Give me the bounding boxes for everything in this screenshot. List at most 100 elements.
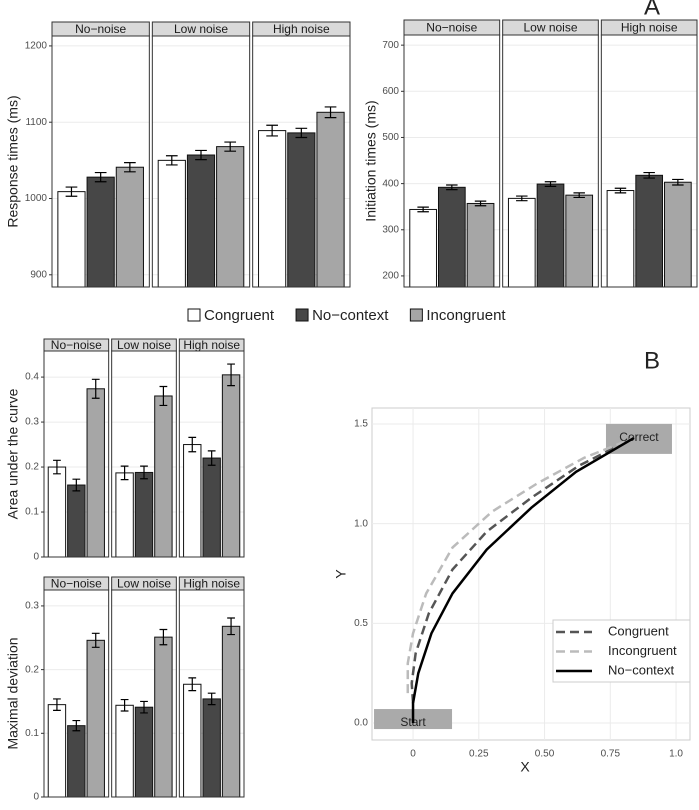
x-tick-label: 0.25 — [469, 749, 489, 760]
error-bar — [324, 106, 337, 119]
error-bar — [295, 127, 308, 139]
plot-area — [371, 407, 691, 741]
error-bar — [65, 186, 78, 197]
bar — [565, 194, 594, 288]
error-bar — [446, 184, 458, 191]
y-axis-title: Area under the curve — [5, 388, 21, 519]
error-bar — [195, 149, 207, 161]
error-bar — [573, 192, 585, 199]
trajectory — [411, 436, 635, 724]
facet-label: Low noise — [117, 338, 171, 352]
y-tick-label: 0.3 — [25, 601, 39, 612]
bar — [183, 444, 202, 558]
facet-label: Low noise — [523, 21, 577, 35]
error-bar — [516, 195, 528, 202]
bar — [67, 484, 86, 558]
bar — [86, 639, 105, 798]
x-axis-title: X — [520, 759, 530, 775]
panel-border — [151, 35, 251, 288]
error-bar — [544, 181, 557, 187]
y-tick-label: 1.0 — [354, 518, 368, 529]
bar — [437, 186, 466, 288]
bar — [606, 190, 635, 288]
legend-label: No−context — [312, 307, 389, 324]
y-tick-label: 0 — [33, 552, 39, 563]
trajectory — [406, 436, 635, 694]
error-bar — [159, 628, 168, 646]
panel-label: A — [644, 0, 660, 20]
legend-label: Congruent — [204, 307, 275, 324]
panel-border — [502, 34, 599, 288]
error-bar — [120, 698, 129, 712]
bar — [202, 457, 221, 558]
y-tick-label: 1100 — [25, 117, 47, 128]
error-bar — [188, 677, 197, 692]
error-bar — [159, 385, 168, 407]
facet-label: Low noise — [117, 577, 171, 591]
y-tick-label: 500 — [382, 132, 399, 143]
y-tick-label: 0.5 — [354, 618, 368, 629]
facet-label: High noise — [621, 21, 678, 35]
error-bar — [188, 436, 197, 453]
error-bar — [614, 187, 627, 194]
error-bar — [417, 206, 429, 213]
panel-border — [178, 589, 245, 798]
y-tick-label: 0.1 — [25, 728, 39, 739]
error-bar — [227, 363, 235, 387]
bar — [134, 471, 154, 558]
y-tick-label: 300 — [382, 224, 399, 235]
x-tick-label: 0.50 — [535, 749, 555, 760]
panel-border — [178, 350, 245, 558]
bar — [221, 625, 241, 798]
bar — [316, 111, 345, 288]
bar — [258, 130, 287, 288]
y-tick-label: 0 — [33, 792, 39, 803]
y-axis-title: Initiation times (ms) — [363, 100, 379, 221]
x-tick-label: 0 — [410, 749, 416, 760]
bar — [47, 466, 67, 558]
bar — [86, 388, 105, 558]
legend-label: Incongruent — [426, 307, 506, 324]
error-bar — [140, 700, 148, 714]
y-axis-title: Maximal deviation — [5, 637, 21, 749]
error-bar — [227, 617, 235, 636]
panel-border — [111, 589, 177, 798]
bar — [536, 183, 565, 288]
error-bar — [266, 124, 278, 137]
facet-label: No−noise — [51, 577, 102, 591]
y-tick-label: 0.2 — [25, 462, 39, 473]
error-bar — [91, 378, 100, 399]
error-bar — [124, 162, 136, 173]
y-tick-label: 400 — [382, 178, 399, 189]
bar — [507, 197, 536, 288]
error-bar — [207, 692, 216, 706]
y-tick-label: 0.4 — [25, 372, 39, 383]
error-bar — [207, 450, 216, 466]
y-tick-label: 900 — [30, 269, 47, 280]
bar — [115, 472, 134, 558]
legend-label: Incongruent — [608, 643, 677, 658]
y-tick-label: 200 — [382, 271, 399, 282]
bar — [409, 208, 437, 288]
panel-border — [43, 589, 110, 798]
bar — [47, 704, 67, 798]
bar — [221, 374, 241, 558]
facet-label: No−noise — [426, 21, 477, 35]
bar — [287, 132, 316, 288]
y-tick-label: 0.0 — [354, 718, 368, 729]
facet-label: No−noise — [51, 338, 102, 352]
bar — [183, 683, 202, 798]
error-bar — [474, 200, 487, 207]
bar — [186, 154, 216, 288]
panel-border — [403, 34, 501, 288]
y-tick-label: 0.1 — [25, 507, 39, 518]
x-tick-label: 1.0 — [669, 749, 683, 760]
bar — [635, 174, 664, 288]
y-axis-title: Response times (ms) — [5, 95, 21, 227]
bar — [115, 704, 134, 798]
panel-label: B — [644, 347, 660, 374]
panel-border — [51, 35, 150, 288]
panel-border — [252, 35, 351, 288]
y-tick-label: 1000 — [25, 193, 48, 204]
